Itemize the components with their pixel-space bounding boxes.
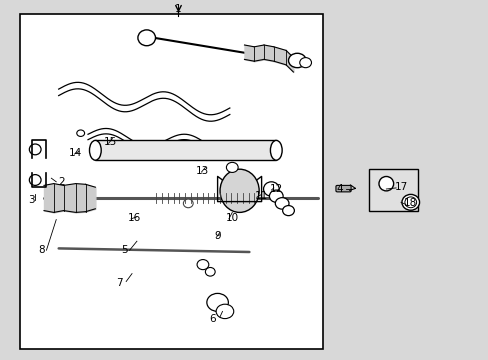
Text: 9: 9	[214, 231, 221, 241]
Ellipse shape	[220, 169, 259, 212]
Ellipse shape	[197, 260, 208, 270]
Bar	[20, 14, 322, 349]
Text: 11: 11	[254, 191, 268, 201]
Ellipse shape	[89, 140, 101, 160]
Ellipse shape	[183, 199, 193, 208]
Text: 15: 15	[103, 137, 117, 147]
Bar	[368, 169, 417, 211]
FancyBboxPatch shape	[335, 185, 350, 192]
Ellipse shape	[401, 194, 419, 210]
Text: 5: 5	[121, 245, 128, 255]
Text: 6: 6	[209, 314, 216, 324]
Text: 2: 2	[58, 177, 64, 187]
Ellipse shape	[269, 190, 283, 202]
Ellipse shape	[299, 58, 311, 68]
Text: 1: 1	[175, 4, 182, 14]
Text: 12: 12	[269, 184, 283, 194]
Text: 14: 14	[69, 148, 82, 158]
Ellipse shape	[275, 198, 288, 209]
Ellipse shape	[29, 175, 41, 185]
Ellipse shape	[282, 206, 294, 216]
Text: 10: 10	[225, 213, 238, 223]
Text: 7: 7	[116, 278, 123, 288]
Ellipse shape	[378, 176, 393, 191]
Ellipse shape	[226, 162, 238, 172]
Text: 16: 16	[127, 213, 141, 223]
Ellipse shape	[404, 197, 416, 208]
Ellipse shape	[206, 293, 228, 311]
Ellipse shape	[216, 304, 233, 319]
Ellipse shape	[205, 267, 215, 276]
Text: 18: 18	[403, 198, 417, 208]
Text: 8: 8	[38, 245, 45, 255]
Text: 4: 4	[336, 184, 343, 194]
Ellipse shape	[29, 144, 41, 155]
Ellipse shape	[77, 130, 84, 136]
Ellipse shape	[288, 53, 305, 68]
Text: 17: 17	[393, 182, 407, 192]
Text: 3: 3	[28, 195, 35, 205]
Ellipse shape	[263, 182, 279, 196]
Ellipse shape	[270, 140, 282, 160]
Bar	[95, 140, 276, 160]
Ellipse shape	[138, 30, 155, 46]
Text: 13: 13	[196, 166, 209, 176]
